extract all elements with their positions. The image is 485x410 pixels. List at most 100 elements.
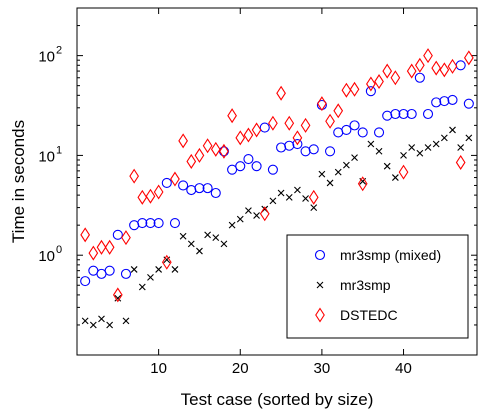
data-marks [80,48,474,329]
data-point [220,240,228,248]
data-point [153,217,164,229]
data-point [227,108,237,124]
x-axis-label: Test case (sorted by size) [181,390,374,409]
y-tick-exponent: 0 [56,244,62,256]
data-point [415,57,425,73]
data-point [414,72,425,83]
data-point [457,144,465,151]
data-point [406,108,417,120]
data-point [129,168,139,184]
data-point [219,143,229,159]
data-point [341,82,352,98]
data-point [342,161,350,169]
data-point [375,147,383,155]
x-tick-label: 10 [150,360,167,377]
legend-marker [315,307,325,323]
data-point [228,221,236,229]
data-point [194,147,205,163]
x-tick-label: 30 [314,360,331,377]
x-tick-label: 40 [395,360,412,377]
chart-legend: mr3smp (mixed) mr3smp DSTEDC [286,234,469,339]
data-point [186,153,197,169]
data-point [202,183,213,194]
data-point [398,164,409,180]
data-point [333,127,344,138]
data-point [357,127,368,138]
data-point [122,317,130,325]
data-point [294,186,301,194]
data-point [194,183,205,194]
data-point [302,195,309,202]
data-point [334,168,342,176]
data-point [163,256,171,264]
data-point [137,189,148,205]
y-tick-label: 10 [38,49,55,66]
data-point [137,217,148,229]
data-point [96,239,107,255]
data-point [284,115,295,131]
data-point [390,70,401,86]
data-point [218,146,229,157]
legend-marker [314,249,326,261]
data-point [269,197,277,205]
y-axis-label: Time in seconds [9,120,28,243]
data-point [104,265,115,276]
data-point [145,188,156,204]
data-point [455,60,466,71]
y-tick-label: 10 [38,248,55,265]
data-point [81,317,89,325]
data-point [259,122,270,133]
data-point [186,184,197,196]
data-point [104,239,115,255]
data-point [351,154,358,162]
data-point [359,177,367,185]
data-point [390,108,401,120]
series-1 [81,126,473,329]
legend-marker [316,281,324,289]
data-point [112,287,123,303]
data-point [112,229,123,240]
data-point [300,117,311,133]
data-point [449,126,456,134]
data-point [383,162,391,170]
data-point [349,120,360,131]
data-point [129,220,140,231]
data-point [318,170,326,178]
data-point [212,234,220,242]
data-point [80,227,91,243]
data-point [367,140,375,148]
data-point [357,176,368,192]
data-point [251,122,262,138]
data-point [259,206,270,222]
data-point [440,134,448,142]
data-point [432,140,440,148]
plot-axes [76,7,478,356]
data-point [138,283,146,291]
data-point [147,273,154,281]
data-point [114,294,122,302]
data-point [121,230,131,246]
y-tick-label: 10 [38,148,55,165]
data-point [408,144,416,151]
data-point [88,245,99,261]
series-2 [80,48,474,303]
data-point [398,108,409,120]
data-point [155,266,163,273]
data-point [431,60,442,76]
data-point [196,247,203,255]
data-point [424,144,432,151]
data-point [382,63,393,79]
data-point [268,115,278,131]
data-point [276,142,287,153]
data-point [374,74,384,90]
data-point [89,321,97,329]
data-point [243,153,254,165]
data-point [422,108,434,120]
data-point [382,110,393,121]
data-point [236,215,244,223]
data-point [300,146,311,157]
data-point [365,86,376,97]
data-point [333,103,344,119]
data-point [161,177,172,188]
